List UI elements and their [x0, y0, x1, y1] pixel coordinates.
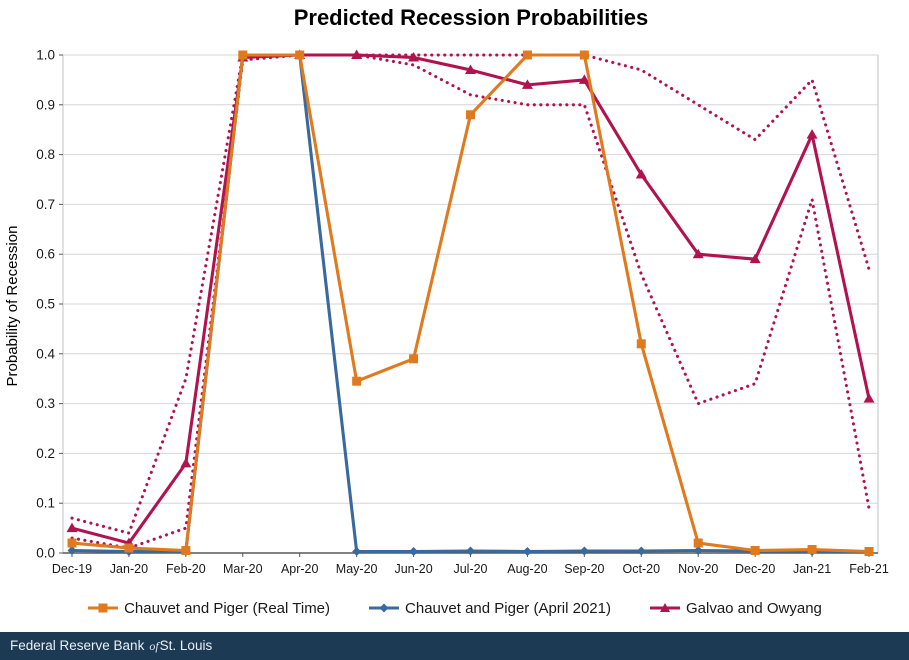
series-line	[71, 53, 871, 545]
triangle-legend-marker-icon	[649, 603, 680, 612]
data-point	[67, 546, 77, 556]
legend-label: Chauvet and Piger (April 2021)	[405, 599, 611, 617]
data-point	[807, 545, 817, 555]
footer-brand: Federal Reserve Bank ofSt. Louis	[0, 632, 909, 660]
data-point	[863, 393, 875, 403]
y-tick-label: 0.7	[36, 197, 55, 212]
y-tick-label: 0.0	[36, 546, 55, 561]
y-tick-label: 0.6	[36, 247, 55, 262]
x-tick-label: Dec-20	[735, 562, 775, 576]
data-point	[351, 49, 363, 59]
data-point	[522, 50, 532, 60]
data-point	[466, 110, 475, 120]
x-tick-label: Apr-20	[281, 562, 319, 576]
series-galvao-and-owyang	[66, 49, 875, 548]
data-point	[579, 546, 589, 556]
square-legend-marker-icon	[88, 603, 119, 613]
data-point	[66, 522, 78, 533]
x-tick-label: Aug-20	[507, 562, 547, 576]
series-galvao-and-owyang-lower-band	[70, 53, 871, 550]
x-tick-label: Dec-19	[52, 562, 92, 576]
series-chauvet-and-piger-real-time-	[67, 50, 874, 557]
x-tick-label: Jan-21	[793, 562, 831, 576]
data-point	[635, 169, 647, 179]
data-point	[67, 538, 77, 548]
data-point	[693, 538, 703, 548]
y-tick-label: 0.2	[36, 446, 55, 461]
series-chauvet-and-piger-april-2021-	[67, 50, 874, 557]
legend: Chauvet and Piger (Real Time) Chauvet and…	[0, 592, 909, 624]
x-tick-label: Sep-20	[564, 562, 604, 576]
y-tick-label: 0.5	[36, 297, 55, 312]
x-tick-label: Feb-21	[849, 562, 889, 576]
x-tick-label: Mar-20	[223, 562, 263, 576]
y-tick-label: 0.3	[36, 396, 55, 411]
series-line	[70, 53, 871, 535]
data-point	[521, 79, 533, 89]
legend-label: Chauvet and Piger (Real Time)	[124, 599, 331, 617]
data-point	[352, 376, 362, 386]
data-point	[806, 129, 818, 139]
data-point	[522, 547, 532, 557]
data-point	[693, 546, 703, 556]
y-tick-label: 0.8	[36, 147, 55, 162]
x-tick-label: Jul-20	[453, 562, 487, 576]
legend-item-galvao-and-owyang: Galvao and Owyang	[649, 600, 822, 617]
data-point	[636, 546, 646, 556]
data-point	[750, 546, 760, 556]
footer-text-suffix: St. Louis	[159, 638, 213, 653]
data-point	[636, 339, 646, 349]
legend-item-chauvet-and-piger-april-2021-: Chauvet and Piger (April 2021)	[368, 600, 611, 617]
diamond-legend-marker-icon	[369, 603, 400, 613]
x-tick-label: Feb-20	[166, 562, 206, 576]
data-point	[180, 457, 192, 468]
data-point	[578, 74, 590, 84]
data-point	[408, 51, 420, 62]
data-point	[466, 546, 475, 556]
footer-text-of: of	[149, 639, 159, 653]
footer-bar: Federal Reserve Bank ofSt. Louis	[0, 632, 909, 660]
data-point	[295, 50, 305, 60]
plot-area: 0.0 0.1 0.2 0.3 0.4 0.5 0.6 0.7 0.8 0.9 1.0 Dec-19 J…	[36, 48, 889, 577]
y-tick-label: 1.0	[36, 48, 55, 63]
y-tick-label: 0.1	[36, 496, 55, 511]
x-tick-label: May-20	[336, 562, 378, 576]
x-tick-label: Nov-20	[678, 562, 718, 576]
x-tick-label: Oct-20	[623, 562, 661, 576]
data-point	[749, 253, 761, 264]
footer-text-main: Federal Reserve Bank	[10, 638, 145, 653]
data-point	[352, 547, 362, 557]
data-point	[465, 64, 476, 74]
data-point	[124, 543, 134, 553]
data-point	[692, 248, 704, 259]
legend-item-chauvet-and-piger-real-time-: Chauvet and Piger (Real Time)	[87, 600, 330, 617]
data-point	[409, 354, 419, 364]
data-point	[409, 547, 419, 557]
chart-title: Predicted Recession Probabilities	[293, 5, 649, 30]
y-tick-label: 0.9	[36, 97, 55, 112]
data-point	[181, 546, 191, 556]
y-tick-label: 0.4	[36, 346, 55, 361]
x-tick-label: Jan-20	[110, 562, 148, 576]
legend-label: Galvao and Owyang	[685, 599, 822, 617]
series-galvao-and-owyang-upper-band	[70, 53, 871, 535]
series-line	[70, 53, 871, 550]
data-point	[238, 50, 248, 60]
data-point	[579, 50, 589, 60]
data-point	[864, 547, 874, 557]
x-tick-label: Jun-20	[394, 562, 432, 576]
